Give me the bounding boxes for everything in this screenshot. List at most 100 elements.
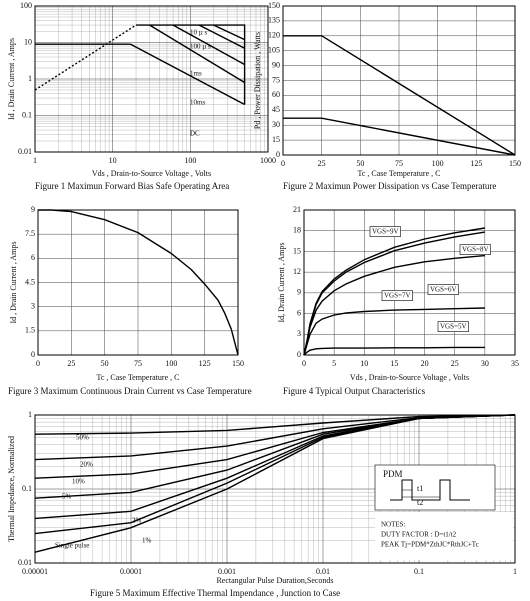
series-line <box>136 24 246 105</box>
x-tick-label: 1000 <box>260 156 276 165</box>
y-tick-label: 60 <box>272 90 280 99</box>
x-axis-label: Tc , Case Temperature , C <box>97 373 180 382</box>
y-tick-label: 120 <box>268 31 280 40</box>
y-tick-label: 0 <box>276 150 280 159</box>
pulse-dims <box>402 489 440 498</box>
y-tick-label: 12 <box>293 267 301 276</box>
duty-note: DUTY FACTOR : D=t1/t2 <box>381 531 457 539</box>
x-tick-label: 50 <box>101 359 109 368</box>
series-label: 50% <box>76 434 89 442</box>
x-tick-label: 30 <box>481 359 489 368</box>
series-line <box>283 117 516 156</box>
chart-title: Figure 3 Maximum Continuous Drain Curren… <box>8 386 252 396</box>
series-line <box>213 24 245 41</box>
series-label: 10ms <box>190 99 205 107</box>
peak-note: PEAK Tj=PDM*ZthJC*RthJC+Tc <box>381 541 479 549</box>
x-tick-label: 0 <box>281 159 285 168</box>
x-tick-label: 25 <box>67 359 75 368</box>
y-tick-label: 0.01 <box>18 558 32 567</box>
series-label: 10% <box>72 478 85 486</box>
series-line <box>34 24 137 91</box>
x-tick-label: 1 <box>33 156 37 165</box>
y-tick-label: 75 <box>272 75 280 84</box>
x-axis-label: Rectangular Pulse Duration,Seconds <box>216 576 333 585</box>
pdm-label: PDM <box>383 469 403 479</box>
x-tick-label: 0 <box>302 359 306 368</box>
series-line <box>303 254 485 356</box>
x-tick-label: 10 <box>360 359 368 368</box>
x-tick-label: 0.01 <box>316 567 330 576</box>
x-tick-label: 1 <box>513 567 517 576</box>
y-tick-label: 1 <box>28 410 32 419</box>
x-tick-label: 25 <box>318 159 326 168</box>
series-label: VGS=5V <box>440 323 467 331</box>
x-tick-label: 0.1 <box>414 567 424 576</box>
y-tick-label: 45 <box>272 105 280 114</box>
t1-label: t1 <box>417 484 423 493</box>
y-axis-label: Id, Drain Current , Amps <box>277 243 286 323</box>
series-line <box>149 24 245 84</box>
series-line <box>130 43 245 106</box>
plot-frame <box>37 209 239 356</box>
chart-title: Figure 2 Maximun Power Dissipation vs Ca… <box>283 181 496 191</box>
chart: 0 25 50 75 100 125 150 0 15 30 45 60 75 90 105 120 135 15… <box>253 1 521 191</box>
chart: 0 5 10 15 20 25 30 35 0 3 6 9 12 15 18 21 Vds , Drain-to… <box>277 205 519 396</box>
label-box <box>369 226 401 237</box>
y-tick-label: 150 <box>268 1 280 10</box>
notes-label: NOTES: <box>381 521 406 529</box>
y-axis-label: Thermal Impedance, Normalized <box>7 436 16 542</box>
chart: 0 25 50 75 100 125 150 0 1.5 3 4.5 6 7.5 9 Tc , Case T… <box>8 205 252 396</box>
series-line <box>303 307 485 356</box>
chart: 1 10 100 1000 0.01 0.1 1 10 100 Vds , Drain-to-So… <box>7 1 276 191</box>
x-tick-label: 100 <box>432 159 444 168</box>
chart-title: Figure 4 Typical Output Characteristics <box>283 386 426 396</box>
x-tick-label: 150 <box>232 359 244 368</box>
t2-label: t2 <box>417 498 423 507</box>
y-tick-label: 0 <box>31 350 35 359</box>
x-axis-label: Vds , Drain-to-Source Voltage , Volts <box>92 169 211 178</box>
x-tick-label: 75 <box>134 359 142 368</box>
series-label: 20% <box>80 461 93 469</box>
y-axis-label: Id , Drain Current , Amps <box>9 242 18 324</box>
x-axis-label: Vds , Drain-to-Source Voltage , Volts <box>350 373 469 382</box>
y-axis-label: Id , Drain Current , Amps <box>7 38 16 120</box>
series-label: VGS=6V <box>430 286 457 294</box>
series-label: Single pulse <box>55 542 89 550</box>
series-label: 10 µ s <box>190 29 208 37</box>
series-label: 1% <box>142 537 152 545</box>
y-tick-label: 15 <box>272 135 280 144</box>
label-box <box>437 321 469 332</box>
chart-title: Figure 5 Maximum Effective Thermal Impen… <box>90 588 340 598</box>
y-tick-label: 15 <box>293 246 301 255</box>
x-tick-label: 150 <box>509 159 521 168</box>
y-tick-label: 6 <box>31 253 35 262</box>
x-tick-label: 0.001 <box>218 567 236 576</box>
y-tick-label: 4.5 <box>25 277 35 286</box>
x-tick-label: 0 <box>36 359 40 368</box>
y-tick-label: 30 <box>272 120 280 129</box>
y-tick-label: 135 <box>268 16 280 25</box>
y-tick-label: 90 <box>272 60 280 69</box>
y-tick-label: 9 <box>31 205 35 214</box>
series-line <box>303 346 485 356</box>
x-tick-label: 75 <box>395 159 403 168</box>
y-tick-label: 0 <box>297 350 301 359</box>
y-tick-label: 7.5 <box>25 229 35 238</box>
label-box <box>381 290 413 301</box>
plot-frame <box>282 5 516 156</box>
y-tick-label: 100 <box>20 1 32 10</box>
x-tick-label: 0.00001 <box>22 567 48 576</box>
x-tick-label: 100 <box>165 359 177 368</box>
series-line <box>38 209 239 356</box>
series-line <box>34 414 516 553</box>
series-line <box>172 24 245 66</box>
x-tick-label: 0.0001 <box>120 567 142 576</box>
chart-title: Figure 1 Maximun Forward Bias Safe Opera… <box>35 181 229 191</box>
series-label: 5% <box>62 493 72 501</box>
notes-box <box>374 464 496 511</box>
y-tick-label: 1.5 <box>25 326 35 335</box>
plot-frame <box>34 5 269 153</box>
y-tick-label: 0.01 <box>18 147 32 156</box>
label-box <box>427 284 459 295</box>
